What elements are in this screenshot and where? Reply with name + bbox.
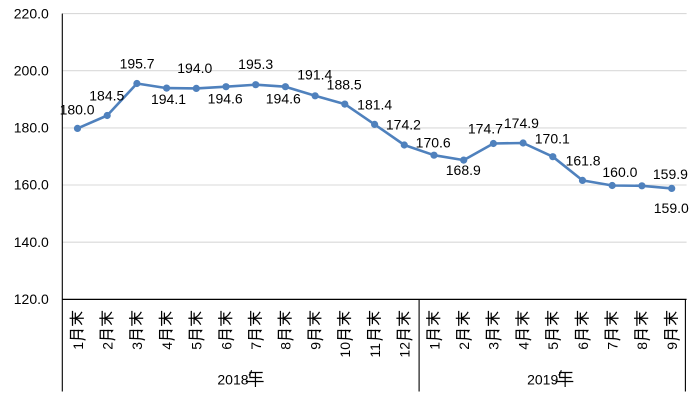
svg-text:159.0: 159.0 xyxy=(654,200,689,216)
svg-text:9: 9 xyxy=(664,342,680,350)
svg-text:2019: 2019 xyxy=(527,372,558,388)
svg-text:161.8: 161.8 xyxy=(566,152,601,168)
svg-text:194.6: 194.6 xyxy=(266,91,301,107)
svg-text:6: 6 xyxy=(575,342,591,350)
svg-text:140.0: 140.0 xyxy=(14,234,49,250)
svg-text:1: 1 xyxy=(426,342,442,350)
svg-text:2: 2 xyxy=(456,342,472,350)
svg-text:160.0: 160.0 xyxy=(14,177,49,193)
svg-text:220.0: 220.0 xyxy=(14,5,49,21)
svg-text:1: 1 xyxy=(70,342,86,350)
svg-text:5: 5 xyxy=(545,342,561,350)
svg-text:4: 4 xyxy=(159,342,175,350)
svg-text:181.4: 181.4 xyxy=(357,97,392,113)
svg-text:4: 4 xyxy=(515,342,531,350)
svg-text:7: 7 xyxy=(605,342,621,350)
svg-text:2: 2 xyxy=(100,342,116,350)
svg-text:12: 12 xyxy=(397,342,413,358)
svg-text:6: 6 xyxy=(218,342,234,350)
svg-text:5: 5 xyxy=(189,342,205,350)
svg-text:120.0: 120.0 xyxy=(14,291,49,307)
svg-text:195.3: 195.3 xyxy=(238,56,273,72)
svg-text:160.0: 160.0 xyxy=(602,164,637,180)
svg-text:191.4: 191.4 xyxy=(297,67,332,83)
svg-text:180.0: 180.0 xyxy=(60,101,95,117)
svg-text:184.5: 184.5 xyxy=(89,88,124,104)
svg-text:168.9: 168.9 xyxy=(446,162,481,178)
svg-text:159.9: 159.9 xyxy=(653,166,688,182)
svg-text:10: 10 xyxy=(337,342,353,358)
svg-text:180.0: 180.0 xyxy=(14,120,49,136)
svg-text:170.1: 170.1 xyxy=(535,130,570,146)
svg-text:2018: 2018 xyxy=(217,372,248,388)
svg-text:194.1: 194.1 xyxy=(151,91,186,107)
svg-text:170.6: 170.6 xyxy=(416,135,451,151)
svg-text:194.6: 194.6 xyxy=(208,91,243,107)
svg-text:8: 8 xyxy=(278,342,294,350)
svg-text:174.7: 174.7 xyxy=(468,121,503,137)
svg-text:3: 3 xyxy=(129,342,145,350)
svg-text:194.0: 194.0 xyxy=(177,60,212,76)
svg-text:200.0: 200.0 xyxy=(14,62,49,78)
svg-text:9: 9 xyxy=(307,342,323,350)
svg-text:188.5: 188.5 xyxy=(327,76,362,92)
svg-text:11: 11 xyxy=(367,343,383,358)
svg-text:174.9: 174.9 xyxy=(504,115,539,131)
svg-text:195.7: 195.7 xyxy=(120,55,155,71)
svg-text:174.2: 174.2 xyxy=(386,116,421,132)
svg-text:3: 3 xyxy=(486,342,502,350)
svg-text:7: 7 xyxy=(248,342,264,350)
svg-text:8: 8 xyxy=(634,342,650,350)
